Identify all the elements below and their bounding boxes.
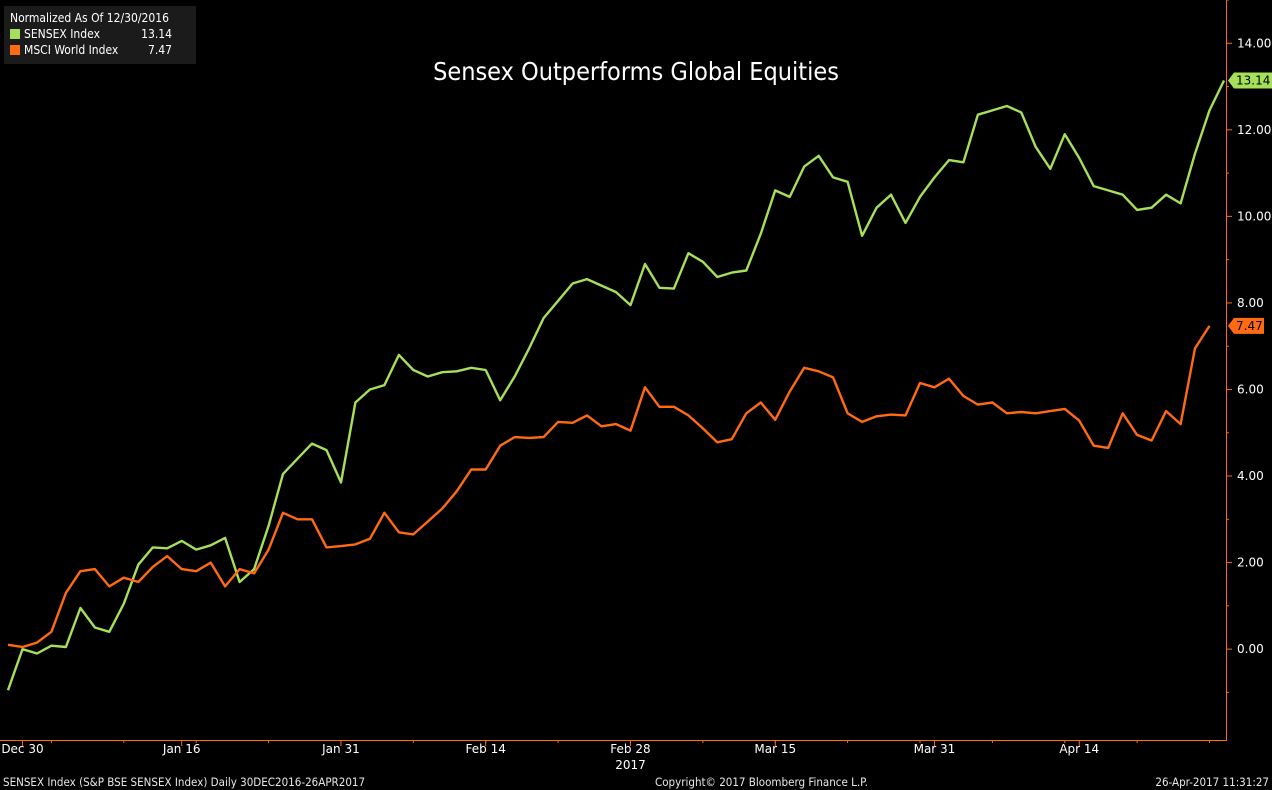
- last-value-tags: 13.14 7.47: [1228, 72, 1272, 334]
- legend-label-msci: MSCI World Index: [24, 43, 119, 57]
- legend-item-sensex: SENSEX Index 13.14: [10, 26, 190, 42]
- legend-header: Normalized As Of 12/30/2016: [10, 10, 190, 26]
- legend: Normalized As Of 12/30/2016 SENSEX Index…: [4, 6, 196, 64]
- y-tick-label: 4.00: [1237, 469, 1264, 483]
- y-tick-label: 2.00: [1237, 556, 1264, 570]
- footer: SENSEX Index (S&P BSE SENSEX Index) Dail…: [0, 772, 1272, 790]
- y-tick-label: 14.00: [1237, 36, 1271, 50]
- legend-item-msci: MSCI World Index 7.47: [10, 42, 190, 58]
- x-year-label: 2017: [615, 758, 646, 772]
- x-tick-label: Apr 14: [1059, 742, 1099, 756]
- y-tick-label: 8.00: [1237, 296, 1264, 310]
- legend-header-text: Normalized As Of 12/30/2016: [10, 11, 169, 25]
- y-axis-labels: 14.00 12.00 10.00 8.00 6.00 4.00 2.00 0.00: [1226, 0, 1271, 693]
- last-value-tag-bg: [1228, 317, 1264, 334]
- footer-security: SENSEX Index (S&P BSE SENSEX Index) Dail…: [3, 775, 366, 789]
- x-tick-label: Jan 16: [162, 742, 201, 756]
- series-line-sensex: [6, 79, 1226, 691]
- x-tick-label: Dec 30: [1, 742, 43, 756]
- x-tick-label: Feb 28: [610, 742, 650, 756]
- x-tick-label: Mar 31: [914, 742, 956, 756]
- last-value-tag-text: 13.14: [1236, 73, 1270, 87]
- series-line-msci: [7, 325, 1211, 649]
- y-tick-label: 10.00: [1237, 209, 1271, 223]
- chart-title: Sensex Outperforms Global Equities: [433, 57, 839, 86]
- legend-value-msci: 7.47: [147, 43, 172, 57]
- y-tick-label: 12.00: [1237, 123, 1271, 137]
- x-tick-label: Feb 14: [466, 742, 506, 756]
- footer-timestamp: 26-Apr-2017 11:31:27: [1155, 775, 1269, 789]
- x-tick-label: Mar 15: [754, 742, 796, 756]
- legend-value-sensex: 13.14: [141, 27, 172, 41]
- legend-swatch-msci: [10, 45, 20, 55]
- x-tick-label: Jan 31: [321, 742, 360, 756]
- y-tick-label: 0.00: [1237, 642, 1264, 656]
- chart-series: [6, 79, 1226, 691]
- y-tick-label: 6.00: [1237, 382, 1264, 396]
- last-value-tag-bg: [1228, 72, 1272, 89]
- last-value-tag-text: 7.47: [1236, 319, 1263, 333]
- legend-label-sensex: SENSEX Index: [24, 27, 100, 41]
- legend-swatch-sensex: [10, 29, 20, 39]
- x-axis-labels: Dec 30 Jan 16 Jan 31 Feb 14 Feb 28 Mar 15 Mar …: [1, 740, 1211, 772]
- chart-axes: [0, 0, 1227, 741]
- footer-copyright: Copyright© 2017 Bloomberg Finance L.P.: [655, 775, 868, 789]
